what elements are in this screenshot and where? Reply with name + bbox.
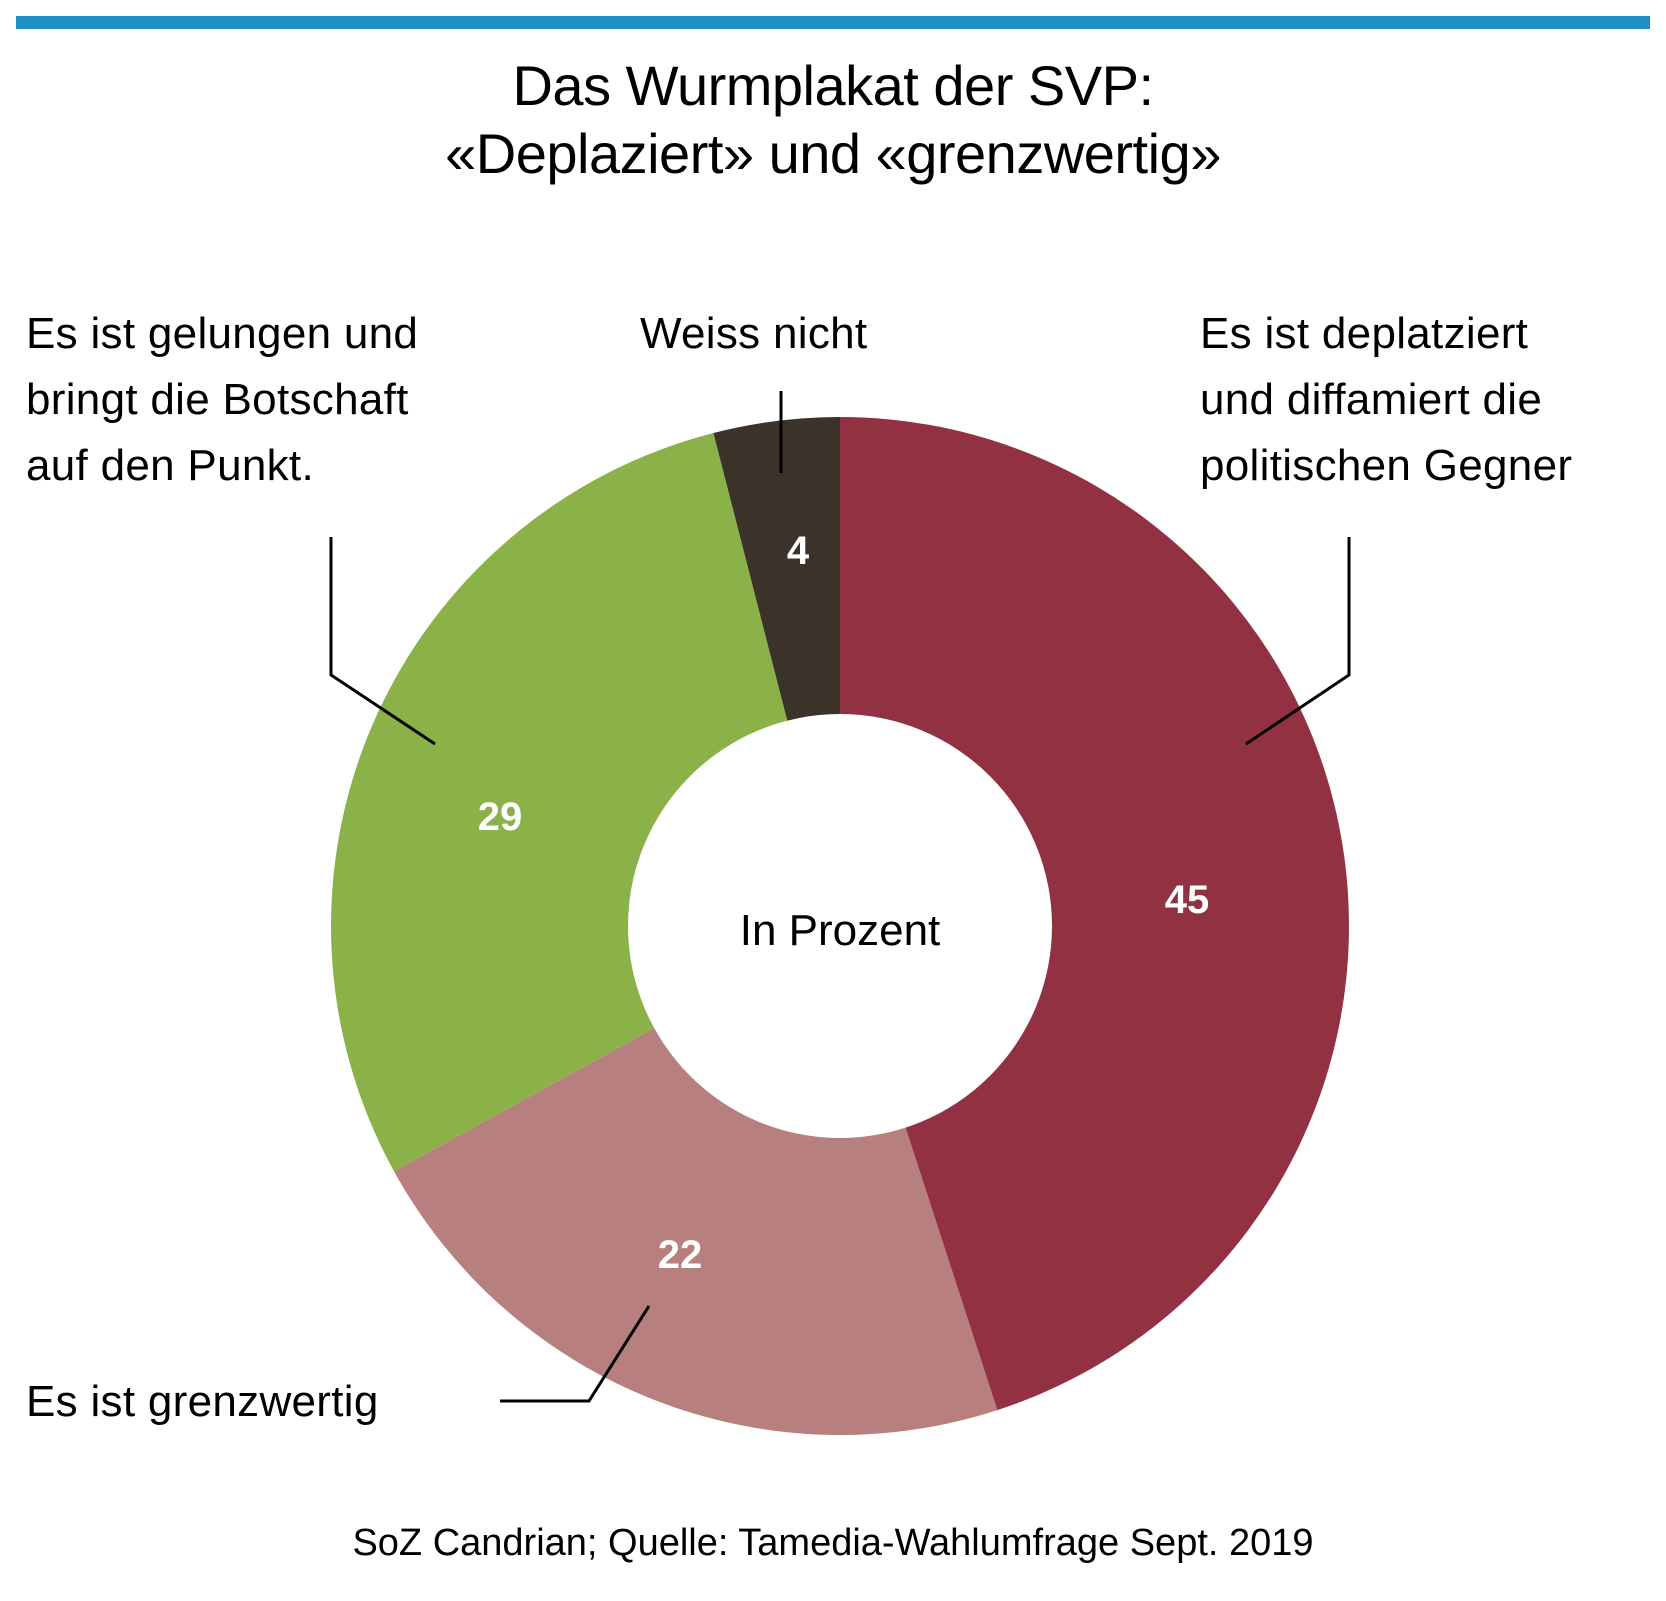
category-label-grenzwertig: Es ist grenzwertig [26, 1377, 379, 1426]
category-label-weiss-nicht: Weiss nicht [640, 309, 867, 358]
title-line-1: Das Wurmplakat der SVP: [512, 54, 1154, 117]
leader-line-gelungen [329, 537, 436, 746]
label-line: politischen Gegner [1200, 441, 1572, 490]
label-line: Es ist deplatziert [1200, 309, 1528, 358]
label-line: Weiss nicht [640, 309, 867, 358]
category-label-gelungen: Es ist gelungen und bringt die Botschaft… [26, 309, 431, 490]
center-label: In Prozent [740, 906, 941, 955]
value-label-deplatziert: 45 [1165, 878, 1210, 922]
top-accent-bar [16, 16, 1650, 29]
leader-line-grenzwertig [500, 1305, 651, 1403]
value-label-weiss-nicht: 4 [787, 529, 810, 573]
slice-deplatziert [840, 417, 1350, 1411]
label-line: Es ist grenzwertig [26, 1377, 379, 1426]
label-line: bringt die Botschaft [26, 375, 409, 424]
label-line: Es ist gelungen und [26, 309, 418, 358]
source-note: SoZ Candrian; Quelle: Tamedia-Wahlumfrag… [352, 1522, 1314, 1564]
title-line-2: «Deplaziert» und «grenzwertig» [445, 122, 1221, 185]
value-label-gelungen: 29 [478, 795, 523, 839]
chart-title: Das Wurmplakat der SVP: «Deplaziert» und… [0, 52, 1666, 188]
label-line: auf den Punkt. [26, 441, 314, 490]
leader-line-deplatziert [1245, 537, 1351, 746]
donut-hole [628, 714, 1052, 1138]
label-line: und diffamiert die [1200, 375, 1542, 424]
category-label-deplatziert: Es ist deplatziert und diffamiert die po… [1200, 309, 1572, 490]
value-label-grenzwertig: 22 [658, 1233, 703, 1277]
